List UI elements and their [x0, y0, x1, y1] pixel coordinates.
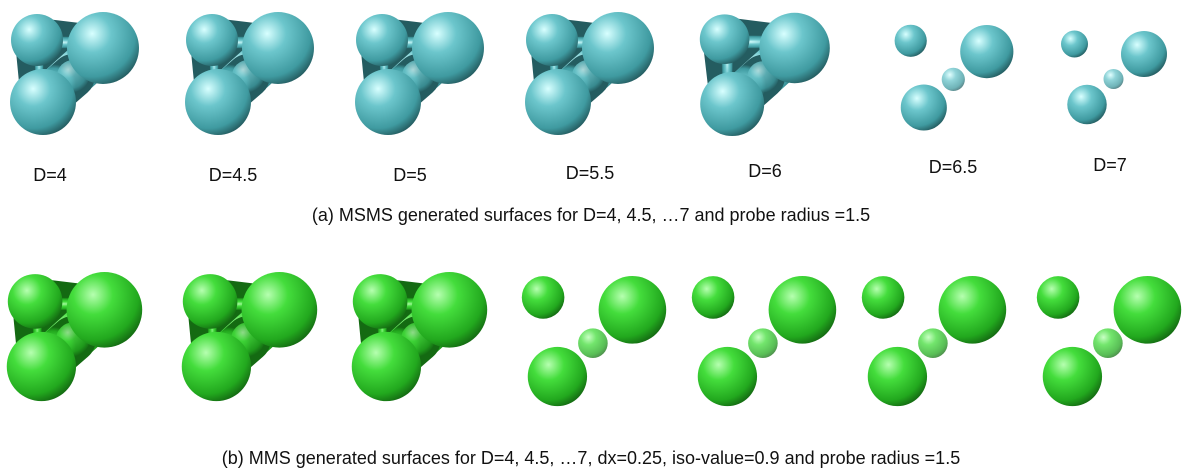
- atom: [242, 12, 314, 84]
- atom: [355, 69, 421, 135]
- atom: [522, 276, 565, 319]
- row-b: [7, 272, 1181, 406]
- atom: [182, 332, 251, 401]
- panel-label: D=6: [748, 161, 782, 181]
- atom: [960, 25, 1013, 78]
- panel-label: D=7: [1093, 155, 1127, 175]
- atom: [11, 14, 63, 66]
- atom: [242, 272, 318, 348]
- surface: [352, 272, 487, 401]
- surface: [525, 12, 654, 135]
- atom: [700, 14, 750, 64]
- panel-label: D=4.5: [209, 165, 258, 185]
- surface: [355, 12, 484, 135]
- atom: [185, 69, 251, 135]
- atom: [353, 274, 408, 329]
- caption-a: (a) MSMS generated surfaces for D=4, 4.5…: [312, 205, 870, 225]
- atom: [895, 25, 927, 57]
- figure: D=4 D=4.5 D=5 D=5.5 D=6 D=6.5 D=7 (a) MSMS gen…: [0, 0, 1183, 473]
- surface: [10, 12, 139, 135]
- atom: [67, 12, 139, 84]
- atom: [67, 272, 143, 348]
- panel-label: D=5.5: [566, 163, 615, 183]
- atom: [692, 276, 735, 319]
- atom: [528, 347, 587, 406]
- atom: [578, 328, 608, 358]
- surface: [522, 276, 666, 406]
- atom: [525, 69, 591, 135]
- atom: [10, 69, 76, 135]
- atom: [1067, 85, 1107, 125]
- atom: [862, 276, 905, 319]
- atom: [901, 84, 947, 130]
- atom: [748, 328, 778, 358]
- surface: [895, 25, 1014, 131]
- atom: [759, 13, 829, 83]
- panel-label: D=6.5: [929, 157, 978, 177]
- atom: [352, 332, 421, 401]
- atom: [942, 68, 965, 91]
- atom: [698, 347, 757, 406]
- atom: [1093, 328, 1123, 358]
- atom: [526, 14, 578, 66]
- atom: [1114, 276, 1182, 344]
- atom: [1121, 31, 1167, 77]
- atom: [7, 332, 76, 401]
- atom: [1043, 347, 1102, 406]
- surface: [862, 276, 1006, 406]
- atom: [1037, 276, 1080, 319]
- atom: [582, 12, 654, 84]
- atom: [1061, 31, 1088, 58]
- atom: [700, 72, 764, 136]
- caption-b: (b) MMS generated surfaces for D=4, 4.5,…: [222, 448, 960, 468]
- surface: [700, 13, 830, 136]
- atom: [186, 14, 238, 66]
- surface: [692, 276, 836, 406]
- atom: [918, 328, 948, 358]
- surface: [185, 12, 314, 135]
- surface: [7, 272, 142, 401]
- row-a: D=4 D=4.5 D=5 D=5.5 D=6 D=6.5 D=7: [10, 12, 1167, 185]
- atom: [868, 347, 927, 406]
- panel-label: D=5: [393, 165, 427, 185]
- surface: [1061, 31, 1167, 125]
- atom: [356, 14, 408, 66]
- atom: [183, 274, 238, 329]
- panel-label: D=4: [33, 165, 67, 185]
- surface: [1037, 276, 1181, 406]
- atom: [939, 276, 1007, 344]
- atom: [412, 272, 488, 348]
- atom: [412, 12, 484, 84]
- atom: [1104, 69, 1124, 89]
- atom: [769, 276, 837, 344]
- atom: [8, 274, 63, 329]
- atom: [599, 276, 667, 344]
- surface: [182, 272, 317, 401]
